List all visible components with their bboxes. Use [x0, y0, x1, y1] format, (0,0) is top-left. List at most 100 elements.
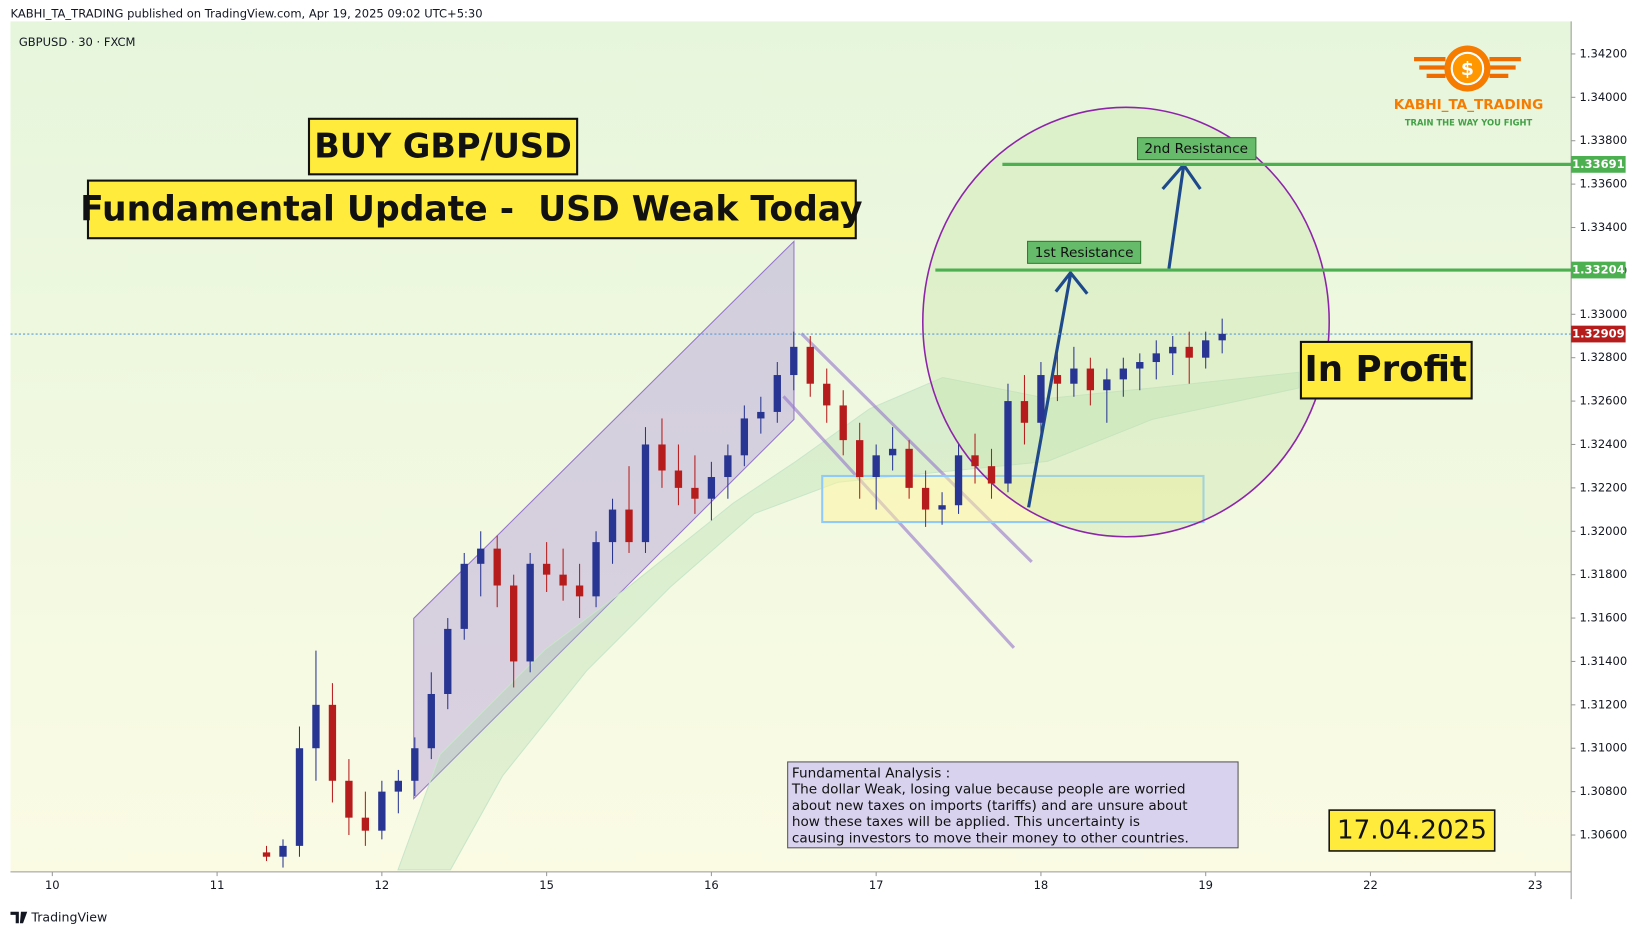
- candle-body: [625, 509, 633, 543]
- x-tick-label: 11: [210, 878, 225, 892]
- candle-body: [312, 704, 320, 749]
- candle-body: [1070, 368, 1078, 384]
- plot-bg: [10, 21, 1572, 872]
- candle-body: [345, 780, 353, 818]
- analysis-box: [787, 761, 1239, 849]
- price-label: 1.33691: [1572, 157, 1624, 171]
- candle-body: [1086, 368, 1095, 391]
- candle-body: [921, 487, 930, 510]
- candle-body: [1053, 375, 1062, 384]
- support-zone: [821, 474, 1205, 524]
- candle-body: [378, 791, 386, 831]
- price-label: 1.33204: [1572, 263, 1624, 277]
- date-box: [1328, 809, 1496, 852]
- candle-body: [938, 505, 946, 510]
- r1-text: 1st Resistance: [1035, 245, 1134, 261]
- candle-body: [954, 455, 963, 506]
- update-box: [86, 179, 857, 240]
- candle-body: [460, 563, 468, 629]
- candle-body: [510, 585, 518, 662]
- x-tick-label: 10: [45, 878, 60, 892]
- y-tick-label: 1.30600: [1580, 828, 1628, 842]
- candle-body: [411, 748, 419, 781]
- y-tick-label: 1.31200: [1580, 697, 1628, 711]
- candle-body: [872, 455, 880, 478]
- candle-body: [262, 852, 271, 857]
- logo-slogan: TRAIN THE WAY YOU FIGHT: [1405, 117, 1533, 127]
- footer: TradingView: [30, 909, 107, 924]
- candle-body: [823, 383, 831, 406]
- candle-body: [971, 455, 979, 467]
- candle-body: [427, 693, 435, 749]
- price-label-bg: [1571, 155, 1626, 173]
- candle-body: [740, 418, 749, 456]
- candle-body: [394, 780, 403, 792]
- candle-body: [987, 466, 996, 484]
- candle-body: [493, 548, 501, 586]
- y-tick-label: 1.33000: [1580, 307, 1628, 321]
- price-label-bg: [1571, 325, 1626, 343]
- x-tick-label: 12: [375, 878, 390, 892]
- y-tick-label: 1.31600: [1580, 611, 1628, 625]
- candle-body: [1103, 379, 1111, 391]
- candle-body: [328, 704, 337, 781]
- candle-body: [608, 509, 617, 543]
- y-tick-label: 1.32600: [1580, 394, 1628, 408]
- y-tick-label: 1.31000: [1580, 741, 1628, 755]
- candle-body: [444, 628, 452, 694]
- profit-box: [1299, 340, 1473, 400]
- y-tick-label: 1.34200: [1580, 46, 1628, 60]
- y-tick-label: 1.33800: [1580, 133, 1628, 147]
- candle-body: [477, 548, 485, 564]
- candle-body: [526, 563, 534, 662]
- x-tick-label: 15: [539, 878, 554, 892]
- candle-body: [790, 346, 798, 376]
- candle-body: [279, 845, 287, 857]
- buy-box: [307, 117, 579, 176]
- analysis-line: how these taxes will be applied. This un…: [792, 814, 1140, 830]
- candle-body: [856, 440, 864, 478]
- price-label: 1.32909: [1572, 327, 1624, 341]
- buy-text: BUY GBP/USD: [314, 127, 572, 166]
- candle-body: [361, 817, 370, 831]
- falling-channel-top: [800, 332, 1033, 563]
- candle-body: [707, 477, 716, 499]
- y-tick-label: 1.31800: [1580, 567, 1628, 581]
- candle-body: [658, 444, 666, 471]
- candle-body: [888, 448, 897, 456]
- candle-body: [1202, 340, 1210, 358]
- y-tick-label: 1.32800: [1580, 350, 1628, 364]
- candle-body: [1136, 362, 1144, 369]
- logo: $ KABHI_TA_TRADING TRAIN THE WAY YOU FIG…: [1394, 45, 1543, 127]
- candle-body: [691, 487, 699, 499]
- candle-body: [592, 542, 600, 597]
- candle-body: [1169, 346, 1177, 354]
- candle-body: [1152, 353, 1160, 363]
- candle-body: [1037, 375, 1045, 423]
- analysis-line: about new taxes on imports (tariffs) and…: [792, 798, 1188, 814]
- candle-body: [542, 563, 551, 575]
- header: KABHI_TA_TRADING published on TradingVie…: [10, 7, 482, 21]
- r1-box: [1027, 240, 1142, 264]
- x-tick-label: 18: [1034, 878, 1049, 892]
- analysis-line: Fundamental Analysis :: [792, 765, 950, 781]
- r2-box: [1136, 137, 1257, 161]
- price-label-bg: [1571, 261, 1626, 279]
- date-text: 17.04.2025: [1337, 816, 1487, 846]
- analysis-line: The dollar Weak, losing value because pe…: [791, 782, 1186, 798]
- r2-text: 2nd Resistance: [1144, 141, 1248, 157]
- candle-body: [773, 375, 781, 412]
- y-tick-label: 1.34000: [1580, 90, 1628, 104]
- candle-body: [559, 574, 567, 586]
- y-tick-label: 1.32400: [1580, 437, 1628, 451]
- candle-body: [757, 411, 765, 419]
- y-tick-label: 1.30800: [1580, 784, 1628, 798]
- candle-body: [724, 455, 732, 478]
- target-circle: [922, 106, 1330, 538]
- candle-body: [905, 448, 913, 488]
- y-tick-label: 1.33600: [1580, 177, 1628, 191]
- candle-body: [674, 470, 683, 488]
- symbol: GBPUSD · 30 · FXCM: [19, 35, 136, 49]
